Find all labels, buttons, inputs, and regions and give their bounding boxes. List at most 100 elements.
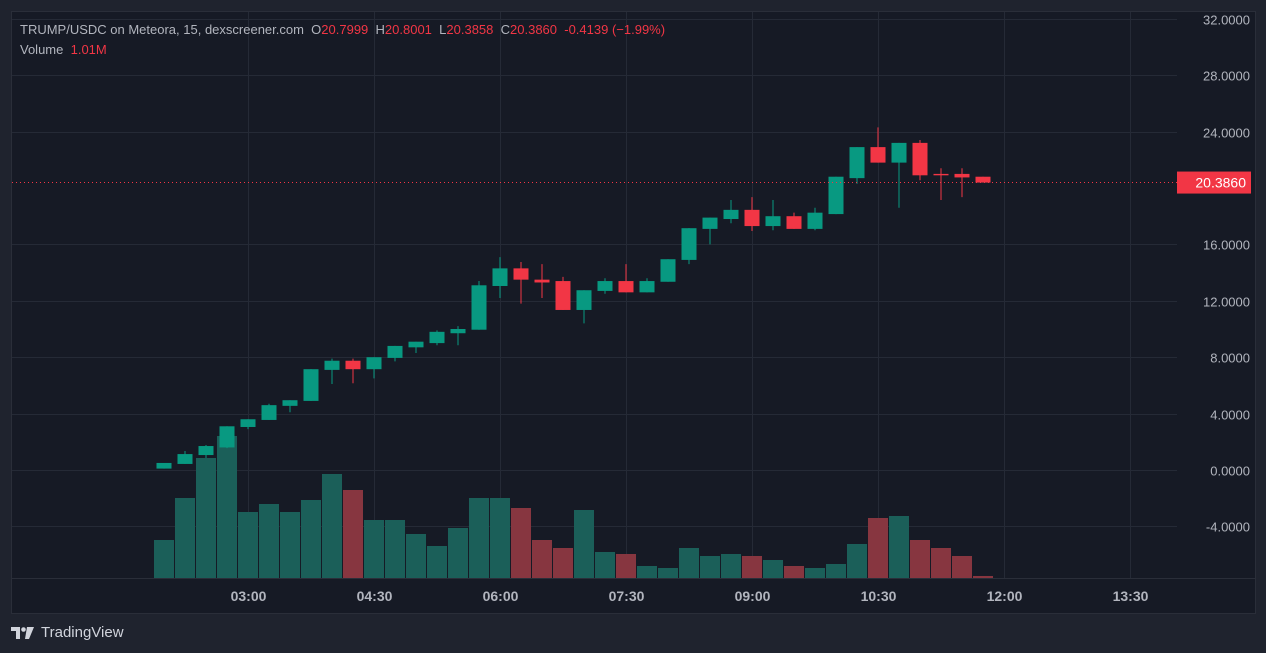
low-value: 20.3858: [446, 22, 494, 37]
candle-down: [513, 268, 529, 280]
volume-bar: [301, 500, 321, 578]
low-label: L: [439, 22, 447, 37]
legend-volume-row: Volume 1.01M: [20, 40, 665, 60]
candle-up: [492, 268, 508, 286]
volume-value: 1.01M: [70, 42, 107, 57]
candle-down: [954, 173, 970, 178]
volume-bar: [826, 564, 846, 578]
volume-bar: [553, 548, 573, 578]
chart-legend: TRUMP/USDC on Meteora, 15, dexscreener.c…: [20, 20, 665, 60]
y-tick-label: 16.0000: [1203, 238, 1250, 253]
candle-up: [891, 142, 907, 163]
x-tick-label: 07:30: [609, 588, 645, 604]
candle-down: [345, 360, 361, 370]
y-tick-label: 4.0000: [1210, 408, 1250, 423]
volume-bar: [427, 546, 447, 578]
candle-up: [702, 217, 718, 229]
candle-up: [303, 369, 319, 401]
candle-up: [450, 329, 466, 334]
candle-up: [240, 419, 256, 427]
volume-bar: [637, 566, 657, 578]
tradingview-logo[interactable]: TradingView: [11, 624, 124, 641]
legend-ohlc-row: TRUMP/USDC on Meteora, 15, dexscreener.c…: [20, 20, 665, 40]
candle-up: [261, 405, 277, 420]
candle-up: [219, 426, 235, 448]
volume-bar: [343, 490, 363, 578]
x-tick-label: 06:00: [483, 588, 519, 604]
open-value: 20.7999: [321, 22, 369, 37]
high-label: H: [375, 22, 385, 37]
candle-up: [198, 446, 214, 456]
volume-bar: [385, 520, 405, 578]
volume-bar: [196, 458, 216, 578]
candle-up: [282, 400, 298, 406]
candle-up: [429, 331, 445, 344]
volume-bar: [721, 554, 741, 578]
symbol-title[interactable]: TRUMP/USDC on Meteora, 15, dexscreener.c…: [20, 22, 304, 37]
volume-bar: [490, 498, 510, 578]
volume-bar: [259, 504, 279, 578]
candle-up: [408, 341, 424, 348]
candle-down: [555, 281, 571, 310]
x-tick-label: 03:00: [231, 588, 267, 604]
volume-bar: [742, 556, 762, 578]
volume-bar: [364, 520, 384, 578]
volume-bar: [931, 548, 951, 578]
candle-up: [765, 216, 781, 227]
y-tick-label: 32.0000: [1203, 13, 1250, 28]
y-tick-label: 12.0000: [1203, 295, 1250, 310]
volume-bar: [805, 568, 825, 578]
candle-up: [639, 281, 655, 293]
high-value: 20.8001: [384, 22, 432, 37]
x-tick-label: 10:30: [861, 588, 897, 604]
candle-down: [870, 147, 886, 163]
volume-bar: [532, 540, 552, 578]
x-tick-label: 12:00: [987, 588, 1023, 604]
volume-bar: [154, 540, 174, 578]
volume-bar: [763, 560, 783, 578]
y-tick-label: 24.0000: [1203, 126, 1250, 141]
candle-up: [849, 147, 865, 179]
candle-down: [618, 281, 634, 293]
candle-up: [471, 285, 487, 330]
volume-bar: [238, 512, 258, 578]
y-tick-label: 0.0000: [1210, 464, 1250, 479]
volume-bar: [889, 516, 909, 578]
volume-bar: [679, 548, 699, 578]
candle-up: [807, 212, 823, 229]
last-price-badge: [1177, 171, 1251, 194]
volume-bar: [616, 554, 636, 578]
candle-down: [933, 173, 949, 176]
close-label: C: [500, 22, 511, 37]
volume-bar: [448, 528, 468, 578]
candle-up: [828, 176, 844, 215]
candle-up: [576, 290, 592, 310]
y-tick-label: -4.0000: [1206, 520, 1250, 535]
volume-bar: [910, 540, 930, 578]
x-tick-label: 09:00: [735, 588, 771, 604]
candle-up: [366, 357, 382, 370]
y-tick-label: 28.0000: [1203, 69, 1250, 84]
candle-down: [912, 142, 928, 176]
volume-bar: [574, 510, 594, 578]
volume-bar: [511, 508, 531, 578]
volume-bar: [658, 568, 678, 578]
volume-bar: [322, 474, 342, 578]
candle-down: [975, 176, 991, 183]
y-tick-label: 8.0000: [1210, 351, 1250, 366]
candle-up: [681, 228, 697, 260]
volume-bar: [595, 552, 615, 578]
x-tick-label: 13:30: [1113, 588, 1149, 604]
open-label: O: [311, 22, 322, 37]
candle-up: [324, 360, 340, 370]
candle-up: [597, 281, 613, 291]
volume-bar: [280, 512, 300, 578]
candle-up: [660, 259, 676, 282]
close-value: 20.3860: [510, 22, 558, 37]
candle-up: [156, 462, 172, 469]
volume-bar: [952, 556, 972, 578]
volume-label: Volume: [20, 42, 64, 57]
candle-up: [387, 345, 403, 358]
change-value: -0.4139 (−1.99%): [564, 22, 666, 37]
